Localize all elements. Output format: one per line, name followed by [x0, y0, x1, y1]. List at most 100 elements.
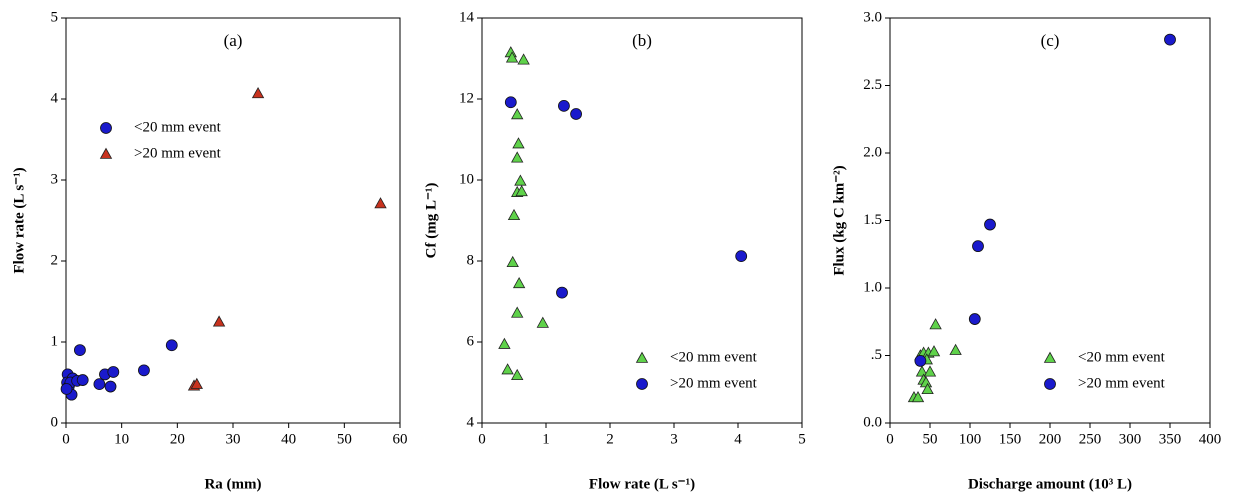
x-tick-label: 5	[798, 431, 806, 447]
point	[138, 364, 150, 377]
x-tick-label: 300	[1119, 431, 1142, 447]
x-tick-label: 50	[923, 431, 938, 447]
y-tick-label: 1.0	[863, 279, 882, 295]
y-axis-title: Cf (mg L⁻¹)	[423, 183, 439, 259]
y-tick-label: 0	[51, 414, 59, 430]
point	[914, 354, 927, 367]
point	[515, 185, 528, 197]
y-tick-label: 4	[51, 90, 59, 106]
point	[968, 313, 981, 325]
point	[735, 250, 748, 263]
legend-marker	[636, 378, 648, 390]
x-tick-label: 3	[670, 431, 678, 447]
legend-label: >20 mm event	[670, 375, 758, 391]
y-tick-label: 1.5	[863, 212, 882, 228]
y-tick-label: 4	[467, 414, 475, 430]
point	[511, 368, 524, 381]
legend-marker	[1043, 351, 1057, 363]
y-tick-label: 5	[51, 9, 59, 25]
legend-marker	[100, 122, 112, 134]
point	[911, 391, 925, 403]
legend-marker	[99, 147, 113, 159]
point	[374, 197, 387, 209]
point	[915, 365, 929, 377]
point	[511, 306, 524, 318]
legend-marker	[1044, 378, 1056, 390]
point	[93, 378, 106, 391]
x-tick-label: 20	[170, 431, 185, 447]
y-tick-label: 2.5	[863, 77, 882, 93]
point	[514, 174, 527, 186]
x-tick-label: 30	[226, 431, 241, 447]
y-axis-title: Flow rate (L s⁻¹)	[11, 167, 27, 273]
y-tick-label: 8	[467, 252, 475, 268]
x-tick-label: 0	[62, 431, 70, 447]
x-tick-label: 40	[281, 431, 296, 447]
point	[251, 87, 265, 99]
point	[929, 318, 942, 330]
legend-label: <20 mm event	[670, 349, 758, 365]
legend-label: <20 mm event	[1078, 349, 1166, 365]
panel-title: (a)	[224, 31, 243, 50]
y-tick-label: 12	[459, 90, 474, 106]
x-tick-label: 350	[1159, 431, 1182, 447]
y-tick-label: 1	[51, 333, 59, 349]
x-axis-title: Ra (mm)	[204, 476, 261, 492]
point	[505, 51, 519, 63]
legend-marker	[635, 351, 649, 363]
point	[107, 366, 120, 378]
legend-label: >20 mm event	[1078, 375, 1166, 391]
point	[536, 316, 549, 328]
x-tick-label: 10	[114, 431, 129, 447]
y-tick-label: 14	[459, 9, 475, 25]
point	[984, 218, 996, 231]
point	[504, 96, 517, 109]
panel-title: (c)	[1041, 31, 1060, 50]
x-tick-label: 60	[393, 431, 408, 447]
point	[512, 276, 526, 289]
x-tick-label: 150	[999, 431, 1022, 447]
x-tick-label: 50	[337, 431, 352, 447]
x-tick-label: 250	[1079, 431, 1102, 447]
x-axis-title: Flow rate (L s⁻¹)	[589, 476, 695, 492]
legend-label: <20 mm event	[134, 119, 222, 135]
y-tick-label: 2.0	[863, 144, 882, 160]
point	[511, 108, 524, 120]
y-tick-label: 3.0	[863, 9, 882, 25]
x-tick-label: 0	[478, 431, 486, 447]
y-tick-label: .5	[871, 347, 882, 363]
point	[60, 383, 73, 395]
y-tick-label: 0.0	[863, 414, 882, 430]
x-tick-label: 1	[542, 431, 550, 447]
y-tick-label: 3	[51, 171, 59, 187]
point	[558, 99, 570, 112]
y-tick-label: 6	[467, 333, 475, 349]
point	[512, 137, 525, 149]
point	[498, 337, 511, 349]
point	[570, 108, 582, 120]
y-axis-title: Flux (kg C km⁻²)	[831, 165, 847, 275]
legend-label: >20 mm event	[134, 145, 222, 161]
point	[927, 345, 941, 357]
x-tick-label: 100	[959, 431, 982, 447]
point	[556, 286, 568, 299]
point	[923, 365, 937, 377]
point	[76, 374, 89, 386]
y-tick-label: 10	[459, 171, 474, 187]
point	[949, 343, 962, 355]
point	[511, 151, 524, 163]
point	[190, 377, 203, 389]
y-tick-label: 2	[51, 252, 59, 268]
point	[921, 382, 934, 395]
point	[165, 339, 178, 352]
x-axis-title: Discharge amount (10³ L)	[968, 476, 1132, 492]
point	[507, 208, 521, 221]
x-tick-label: 2	[606, 431, 614, 447]
point	[517, 53, 530, 65]
x-tick-label: 0	[886, 431, 894, 447]
point	[74, 344, 86, 357]
x-tick-label: 400	[1199, 431, 1222, 447]
point	[501, 363, 514, 375]
point	[506, 255, 519, 268]
